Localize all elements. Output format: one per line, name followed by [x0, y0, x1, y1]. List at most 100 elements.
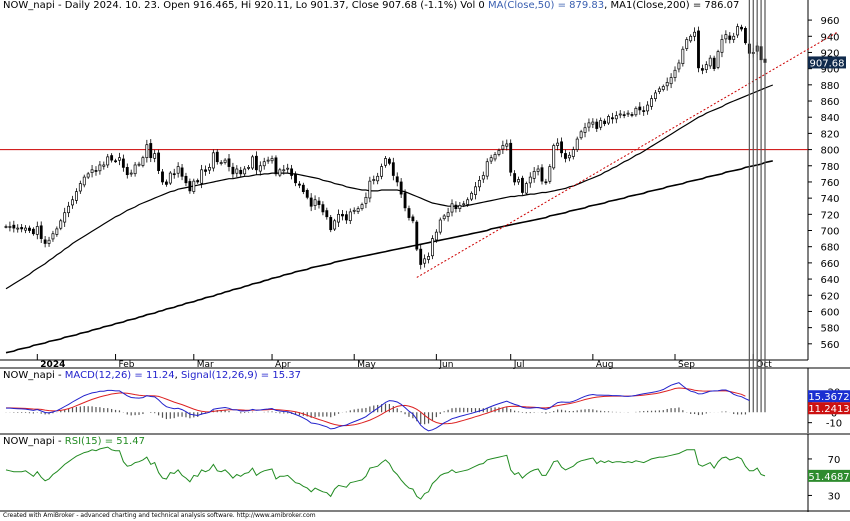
candle-body	[325, 210, 329, 218]
price-pane-bg	[0, 0, 808, 360]
rsi-title-prefix: NOW_napi -	[3, 436, 65, 447]
rsi-badge-bg	[808, 469, 850, 482]
candle-body	[540, 167, 544, 182]
candle-body	[423, 258, 427, 264]
candle-body	[90, 169, 94, 173]
price-y-tick-label: 900	[820, 65, 839, 76]
candle-body	[740, 26, 743, 30]
candle-body	[736, 26, 740, 36]
macd-y-tick-label: -10	[826, 419, 842, 430]
price-y-tick-label: 560	[820, 340, 839, 351]
last-price-badge-bg	[808, 56, 846, 69]
price-y-tick-label: 680	[820, 243, 839, 254]
candle-body	[82, 176, 86, 186]
candle-body	[47, 239, 51, 244]
candle-body	[654, 92, 657, 99]
month-label: Sep	[678, 360, 695, 370]
candle-body	[700, 68, 704, 71]
candle-body	[708, 57, 712, 67]
candle-body	[470, 192, 473, 200]
candle-body	[567, 154, 571, 159]
candle-body	[697, 30, 700, 69]
candle-body	[12, 224, 16, 229]
candle-body	[305, 190, 309, 198]
candle-body	[489, 157, 493, 162]
candle-body	[356, 208, 360, 212]
candle-body	[286, 167, 290, 170]
rsi-badge: 51.4687	[808, 472, 849, 483]
candle-body	[583, 127, 587, 133]
candle-body	[309, 197, 313, 207]
candle-body	[35, 226, 39, 235]
candle-body	[231, 166, 235, 175]
candle-body	[720, 39, 724, 53]
price-y-tick-label: 840	[820, 113, 839, 124]
candle-body	[438, 219, 442, 233]
price-y-tick-label: 880	[820, 81, 839, 92]
candle-body	[415, 221, 419, 250]
candle-body	[51, 233, 55, 240]
candle-body	[407, 208, 411, 218]
signal-legend: Signal(12,26,9) = 15.37	[180, 370, 301, 381]
candle-body	[204, 169, 207, 172]
candle-body	[434, 231, 438, 241]
candle-body	[485, 161, 489, 177]
month-label: Apr	[275, 360, 291, 370]
candle-body	[607, 116, 610, 124]
price-y-tick-label: 600	[820, 307, 839, 318]
price-title-prefix: NOW_napi - Daily 2024. 10. 23. Open 916.…	[3, 0, 485, 11]
candle-body	[55, 228, 59, 235]
candle-body	[31, 228, 35, 235]
candle-body	[39, 225, 43, 239]
candle-body	[564, 153, 567, 159]
candle-body	[270, 158, 274, 162]
candle-body	[427, 256, 430, 260]
candle-body	[102, 164, 106, 167]
candle-body	[544, 181, 548, 184]
candle-body	[133, 164, 137, 175]
candle-body	[16, 227, 20, 230]
candle-body	[78, 183, 82, 192]
candle-body	[4, 226, 8, 228]
rsi-line	[5, 446, 766, 500]
candle-body	[364, 196, 368, 204]
candle-body	[196, 180, 200, 183]
candle-body	[137, 163, 141, 166]
candle-body	[235, 168, 239, 174]
candle-body	[294, 174, 297, 184]
candle-body	[254, 155, 258, 171]
candle-body	[712, 57, 716, 70]
candle-body	[313, 199, 317, 206]
candle-body	[552, 145, 556, 169]
candle-body	[329, 217, 333, 231]
candle-body	[673, 69, 677, 78]
price-y-tick-label: 740	[820, 194, 839, 205]
candle-body	[665, 82, 669, 87]
candle-body	[321, 204, 325, 213]
candle-body	[376, 175, 380, 182]
candle-body	[556, 142, 560, 146]
candle-body	[419, 248, 423, 265]
candle-body	[669, 77, 673, 85]
candle-body	[610, 117, 614, 120]
candle-body	[521, 177, 524, 193]
signal-badge: 11.2413	[808, 404, 849, 415]
candle-body	[67, 205, 71, 214]
candle-body	[744, 27, 747, 44]
price-y-tick-label: 820	[820, 129, 839, 140]
price-y-tick-label: 960	[820, 16, 839, 27]
candle-body	[618, 113, 622, 116]
last-price-badge: 907.68	[810, 58, 845, 69]
support-trendline	[416, 31, 839, 278]
candle-body	[125, 167, 129, 176]
candle-body	[657, 88, 661, 92]
candle-body	[63, 212, 67, 223]
candle-body	[360, 204, 364, 210]
candle-body	[677, 62, 681, 70]
price-y-tick-label: 760	[820, 178, 839, 189]
price-y-tick-label: 640	[820, 275, 839, 286]
candle-body	[110, 155, 114, 161]
month-label: 2024	[40, 360, 65, 370]
candle-body	[579, 131, 583, 139]
